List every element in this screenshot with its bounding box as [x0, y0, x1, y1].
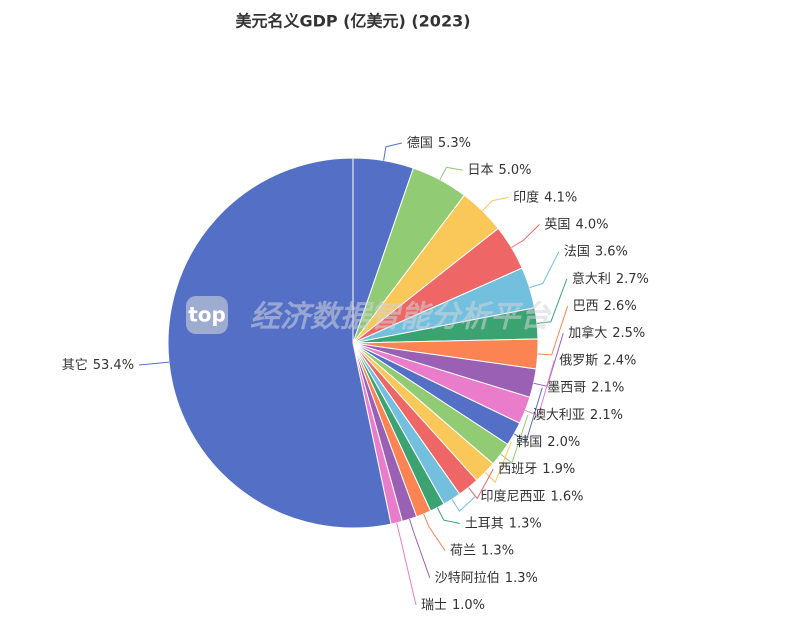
- data-label: 印度 4.1%: [513, 189, 577, 205]
- label-name: 印度: [513, 189, 539, 205]
- label-value: 1.3%: [505, 570, 538, 585]
- label-value: 1.3%: [481, 543, 514, 558]
- leader-line: [482, 196, 509, 212]
- label-value: 1.0%: [452, 598, 485, 613]
- data-label: 土耳其 1.3%: [465, 516, 542, 531]
- data-label: 韩国 2.0%: [516, 434, 580, 449]
- data-label: 其它 53.4%: [62, 357, 134, 373]
- data-label: 意大利 2.7%: [572, 270, 649, 286]
- watermark-logo-box: [186, 296, 228, 334]
- label-name: 巴西: [573, 299, 599, 314]
- data-label: 英国 4.0%: [544, 217, 608, 232]
- data-label: 俄罗斯 2.4%: [559, 353, 636, 368]
- label-name: 俄罗斯: [559, 353, 598, 368]
- label-name: 英国: [544, 217, 570, 232]
- leader-line: [500, 414, 529, 464]
- label-name: 澳大利亚: [533, 406, 585, 422]
- label-value: 2.7%: [616, 271, 649, 286]
- data-label: 德国 5.3%: [407, 136, 471, 151]
- label-name: 瑞士: [421, 598, 447, 613]
- leader-line: [536, 278, 568, 324]
- label-value: 1.3%: [509, 516, 542, 531]
- leader-line: [439, 166, 463, 180]
- data-label: 沙特阿拉伯 1.3%: [435, 570, 538, 585]
- label-value: 4.1%: [544, 190, 577, 205]
- leader-line: [529, 251, 560, 289]
- label-value: 5.3%: [438, 136, 471, 151]
- label-name: 德国: [407, 136, 433, 151]
- leader-line: [537, 305, 569, 356]
- label-value: 2.4%: [603, 353, 636, 368]
- label-value: 2.1%: [591, 380, 624, 395]
- label-value: 3.6%: [595, 244, 628, 259]
- watermark: 经济数据智能分析平台: [250, 300, 552, 335]
- label-value: 2.1%: [590, 407, 623, 422]
- label-value: 2.5%: [612, 326, 645, 341]
- label-value: 53.4%: [93, 358, 134, 373]
- chart-title: 美元名义GDP (亿美元) (2023): [235, 12, 470, 31]
- data-label: 荷兰 1.3%: [450, 543, 514, 558]
- leader-line: [511, 224, 540, 248]
- label-name: 沙特阿拉伯: [435, 570, 500, 585]
- label-name: 西班牙: [498, 462, 537, 477]
- label-name: 韩国: [516, 434, 542, 449]
- pie: 德国 5.3% 日本 5.0% 印度 4.1% 英国 4.0% 法国 3.6% 意大利 2.7% 巴西 2…: [62, 136, 649, 613]
- label-name: 日本: [467, 163, 493, 178]
- label-value: 1.9%: [542, 462, 575, 477]
- leader-line: [484, 441, 512, 484]
- data-label: 印度尼西亚 1.6%: [480, 488, 583, 504]
- data-label: 西班牙 1.9%: [498, 462, 575, 477]
- leader-line: [525, 360, 555, 417]
- data-label: 墨西哥 2.1%: [547, 380, 624, 395]
- label-value: 1.6%: [550, 489, 583, 504]
- label-value: 2.0%: [547, 434, 580, 449]
- data-label: 加拿大 2.5%: [568, 325, 645, 341]
- pie-slice: [167, 157, 392, 529]
- data-label: 巴西 2.6%: [573, 299, 637, 314]
- data-label: 日本 5.0%: [467, 163, 531, 178]
- leader-line: [436, 507, 460, 524]
- label-name: 荷兰: [450, 543, 476, 558]
- label-name: 加拿大: [568, 325, 607, 341]
- label-value: 2.6%: [604, 299, 637, 314]
- label-name: 墨西哥: [547, 380, 586, 395]
- leader-line: [423, 513, 446, 551]
- data-label: 瑞士 1.0%: [421, 598, 485, 613]
- leader-line: [409, 519, 431, 578]
- label-name: 意大利: [572, 270, 611, 286]
- label-name: 印度尼西亚: [480, 488, 545, 504]
- watermark-logo: top: [188, 303, 226, 327]
- leader-line: [383, 142, 403, 161]
- data-label: 法国 3.6%: [564, 244, 628, 259]
- label-name: 其它: [62, 357, 88, 373]
- label-name: 土耳其: [465, 516, 504, 531]
- leader-line: [396, 522, 417, 606]
- leader-line: [451, 495, 476, 512]
- label-value: 5.0%: [499, 163, 532, 178]
- label-value: 4.0%: [575, 217, 608, 232]
- data-label: 澳大利亚 2.1%: [533, 406, 623, 422]
- label-name: 法国: [564, 244, 590, 259]
- leader-line: [468, 468, 494, 500]
- leader-line: [139, 361, 170, 366]
- leader-line: [513, 387, 543, 442]
